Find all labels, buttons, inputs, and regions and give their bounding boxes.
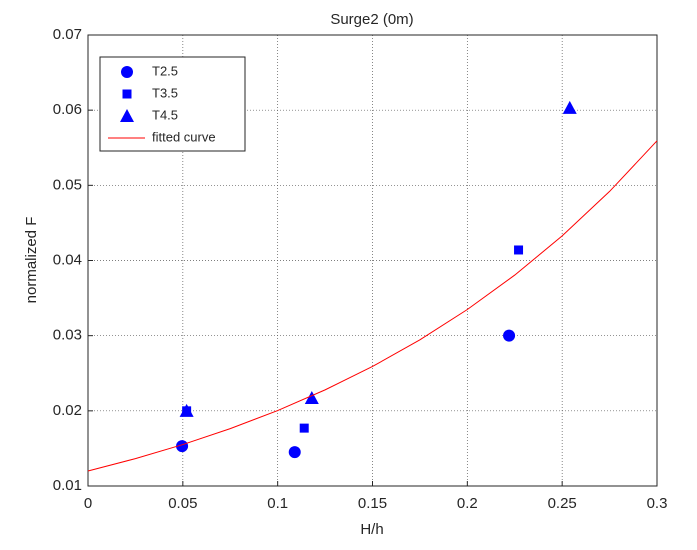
x-tick-label: 0.25: [548, 495, 577, 512]
x-tick-label: 0.2: [457, 495, 478, 512]
point: [562, 100, 577, 114]
x-axis-label: H/h: [360, 521, 383, 538]
y-tick-label: 0.06: [53, 101, 82, 118]
point: [514, 245, 524, 255]
legend-label: T3.5: [152, 85, 178, 100]
point: [304, 391, 319, 405]
point: [299, 423, 309, 433]
legend-label: T4.5: [152, 107, 178, 122]
x-tick-label: 0.1: [267, 495, 288, 512]
y-tick-label: 0.02: [53, 402, 82, 419]
y-tick-label: 0.01: [53, 477, 82, 494]
x-tick-label: 0: [84, 495, 92, 512]
y-axis-label: normalized F: [23, 217, 40, 304]
y-tick-label: 0.07: [53, 26, 82, 43]
x-tick-label: 0.15: [358, 495, 387, 512]
fit-line: [87, 140, 658, 472]
point: [176, 440, 189, 453]
legend-label: T2.5: [152, 63, 178, 78]
plot-frame: [87, 34, 658, 487]
legend-swatch: [122, 89, 132, 99]
x-tick-label: 0.05: [168, 495, 197, 512]
y-tick-label: 0.04: [53, 251, 82, 268]
point: [179, 403, 194, 417]
legend-label: fitted curve: [152, 129, 216, 144]
point: [503, 329, 516, 342]
y-tick-label: 0.03: [53, 327, 82, 344]
chart-title: Surge2 (0m): [330, 11, 413, 28]
legend-swatch: [121, 66, 133, 78]
legend-swatch: [120, 109, 134, 122]
y-tick-label: 0.05: [53, 176, 82, 193]
point: [288, 446, 301, 459]
x-tick-label: 0.3: [647, 495, 668, 512]
